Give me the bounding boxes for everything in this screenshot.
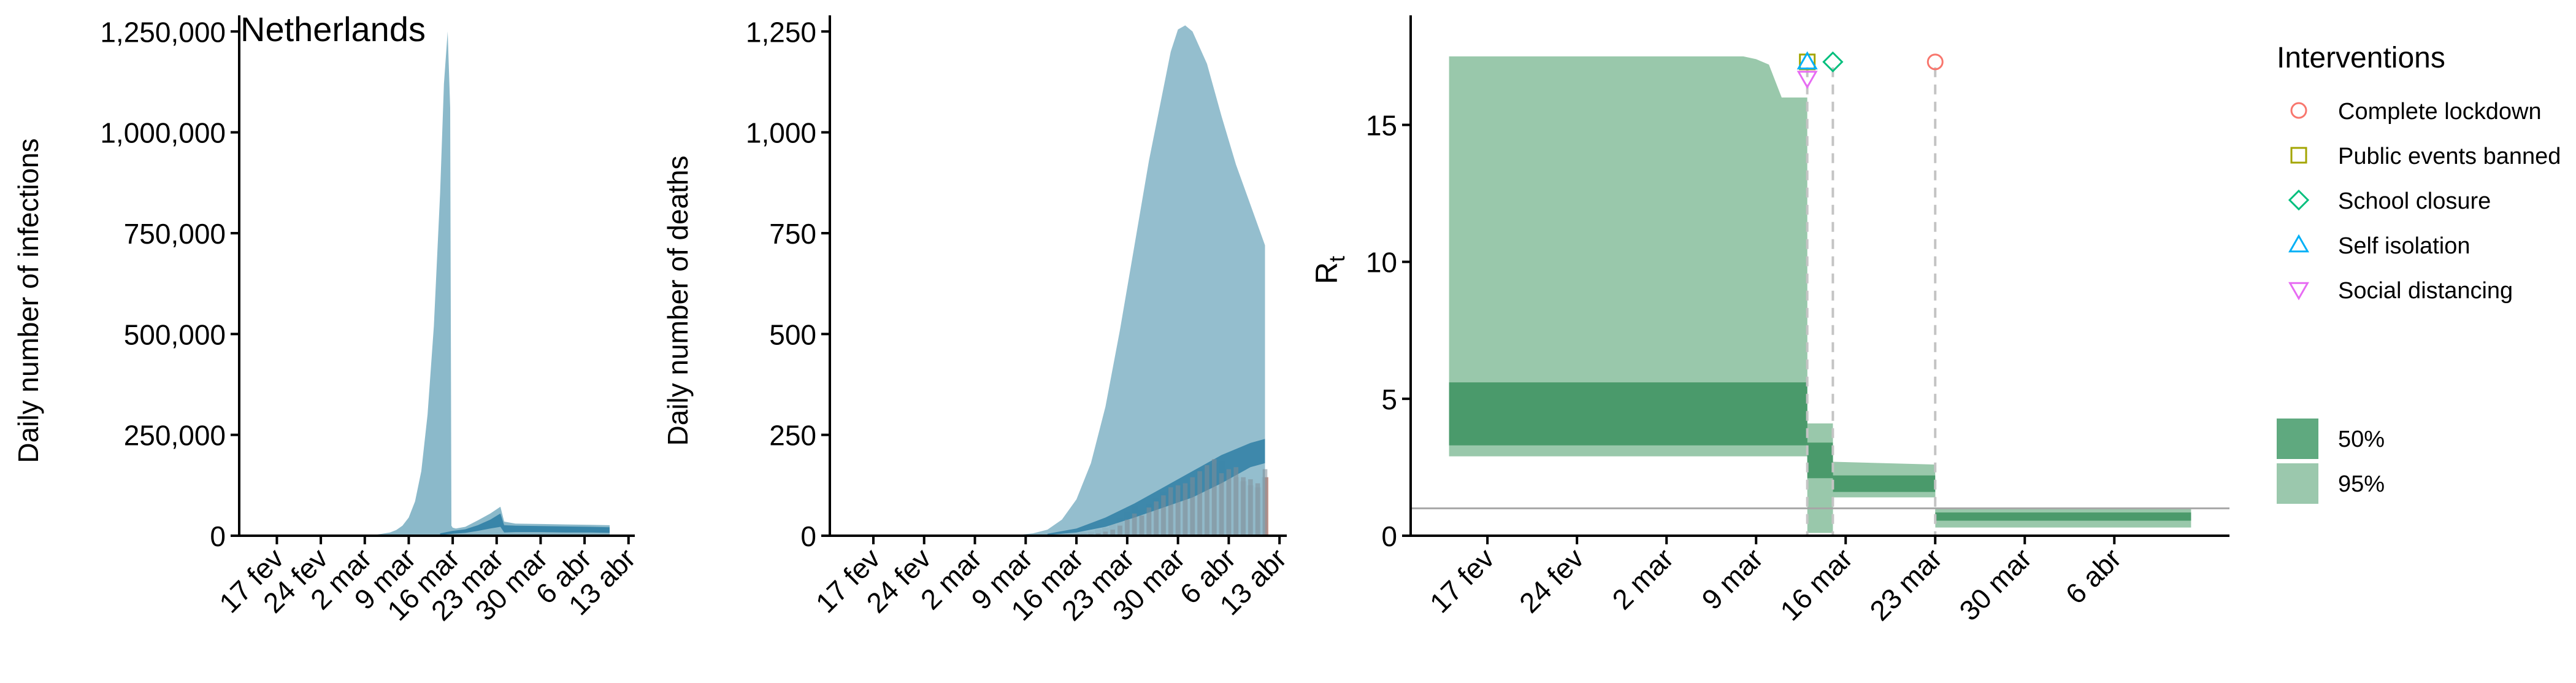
infections-y-tick-label: 250,000: [124, 420, 226, 452]
infections-axes: 0 250,000 500,000 750,000 1,000,000 1,250,000…: [100, 15, 642, 627]
legend-band-label: 50%: [2338, 426, 2385, 452]
rt-y-tick-label: 15: [1366, 110, 1397, 142]
rt-y-tick-label: 5: [1381, 384, 1397, 415]
infections-band-95: [352, 31, 610, 536]
deaths-observed-bar: [1175, 485, 1181, 536]
rt-intervention-marker: [1796, 51, 1818, 70]
deaths-observed-bar: [1154, 501, 1159, 536]
deaths-y-tick-label: 1,250: [746, 16, 816, 48]
deaths-observed-bar: [1110, 530, 1115, 536]
deaths-observed-bar: [1248, 479, 1253, 536]
rt-plot-area: [1411, 51, 2229, 536]
legend-item-label: School closure: [2338, 188, 2491, 214]
legend-band-swatch: [2277, 419, 2318, 459]
deaths-observed-bar: [1219, 473, 1224, 536]
deaths-observed-bar: [1205, 465, 1209, 536]
deaths-observed-bar: [1161, 495, 1166, 536]
rt-x-tick-label: 24 fev: [1513, 542, 1590, 619]
deaths-observed-bar: [1197, 471, 1202, 536]
rt-intervention-marker: [1796, 71, 1818, 90]
rt-band-50: [1449, 382, 2191, 521]
deaths-observed-bar: [1139, 515, 1144, 536]
legend-marker-circle: [2290, 102, 2307, 119]
deaths-band-95: [1003, 25, 1265, 536]
infections-plot-area: [352, 31, 610, 536]
legend-marker-triangle-down: [2288, 282, 2309, 301]
infections-y-tick-label: 750,000: [124, 218, 226, 250]
deaths-observed-bar: [1255, 483, 1260, 536]
deaths-observed-bar: [1125, 519, 1130, 536]
rt-y-axis-label: Rt: [1309, 256, 1349, 284]
rt-x-tick-label: 17 fev: [1424, 542, 1500, 619]
deaths-observed-bar: [1233, 467, 1239, 536]
legend-marker-square: [2290, 147, 2307, 164]
deaths-y-tick-label: 750: [769, 218, 816, 250]
rt-x-tick-label: 9 mar: [1695, 542, 1769, 615]
rt-panel: 0 5 10 15 17 fev 24 fev 2 mar 9 mar 16 mar 23 mar…: [1309, 15, 2229, 627]
deaths-observed-bar: [1132, 513, 1137, 536]
legend-marker-diamond: [2288, 189, 2310, 211]
deaths-y-tick-label: 500: [769, 318, 816, 350]
deaths-y-axis-label: Daily number of deaths: [662, 155, 694, 446]
rt-y-tick-label: 10: [1366, 247, 1397, 279]
deaths-observed-bar: [1103, 531, 1108, 536]
deaths-observed-bar: [1117, 525, 1122, 536]
infections-panel-title: Netherlands: [240, 10, 426, 48]
deaths-observed-bar: [1211, 459, 1217, 536]
deaths-observed-bar: [1262, 469, 1268, 536]
deaths-y-tick-label: 250: [769, 420, 816, 452]
legend-band-swatch: [2277, 463, 2318, 504]
rt-x-tick-label: 2 mar: [1606, 542, 1679, 615]
legend-item-label: Social distancing: [2338, 278, 2513, 304]
infections-band-50: [440, 513, 610, 535]
legend-marker-triangle-up: [2288, 234, 2309, 253]
deaths-observed-bar: [1183, 483, 1188, 536]
rt-intervention-marker: [1926, 53, 1944, 71]
deaths-observed-bar: [1168, 487, 1173, 536]
rt-x-tick-label: 30 mar: [1953, 542, 2037, 627]
infections-y-tick-label: 500,000: [124, 318, 226, 350]
deaths-observed-bar: [1190, 477, 1195, 536]
deaths-y-tick-label: 0: [800, 520, 816, 552]
rt-x-tick-label: 23 mar: [1863, 542, 1948, 627]
legend-title: Interventions: [2277, 42, 2445, 74]
legend-item-label: Public events banned: [2338, 144, 2561, 169]
rt-y-tick-label: 0: [1381, 520, 1397, 552]
infections-panel: 0 250,000 500,000 750,000 1,000,000 1,250,000…: [12, 10, 642, 627]
deaths-y-tick-label: 1,000: [746, 117, 816, 149]
deaths-observed-bar: [1146, 507, 1152, 536]
rt-y-axis-label-main: R: [1309, 262, 1344, 284]
rt-x-tick-label: 16 mar: [1774, 542, 1858, 627]
legend-band-label: 95%: [2338, 471, 2385, 497]
deaths-plot-area: [1003, 25, 1268, 536]
legend: Interventions Complete lockdown Public ev…: [2277, 42, 2561, 504]
infections-y-tick-label: 1,250,000: [100, 16, 226, 48]
rt-intervention-marker: [1822, 51, 1844, 72]
infections-y-axis-label: Daily number of infections: [12, 138, 44, 463]
legend-item-label: Complete lockdown: [2338, 99, 2542, 125]
deaths-observed-bar: [1241, 477, 1246, 536]
rt-x-tick-label: 6 abr: [2059, 542, 2127, 610]
infections-y-tick-label: 1,000,000: [100, 117, 226, 149]
deaths-observed-bar: [1226, 469, 1232, 536]
infections-y-tick-label: 0: [210, 520, 226, 552]
deaths-band-50: [1047, 439, 1265, 535]
rt-y-axis-label-subscript: t: [1324, 256, 1349, 262]
legend-item-label: Self isolation: [2338, 233, 2470, 259]
